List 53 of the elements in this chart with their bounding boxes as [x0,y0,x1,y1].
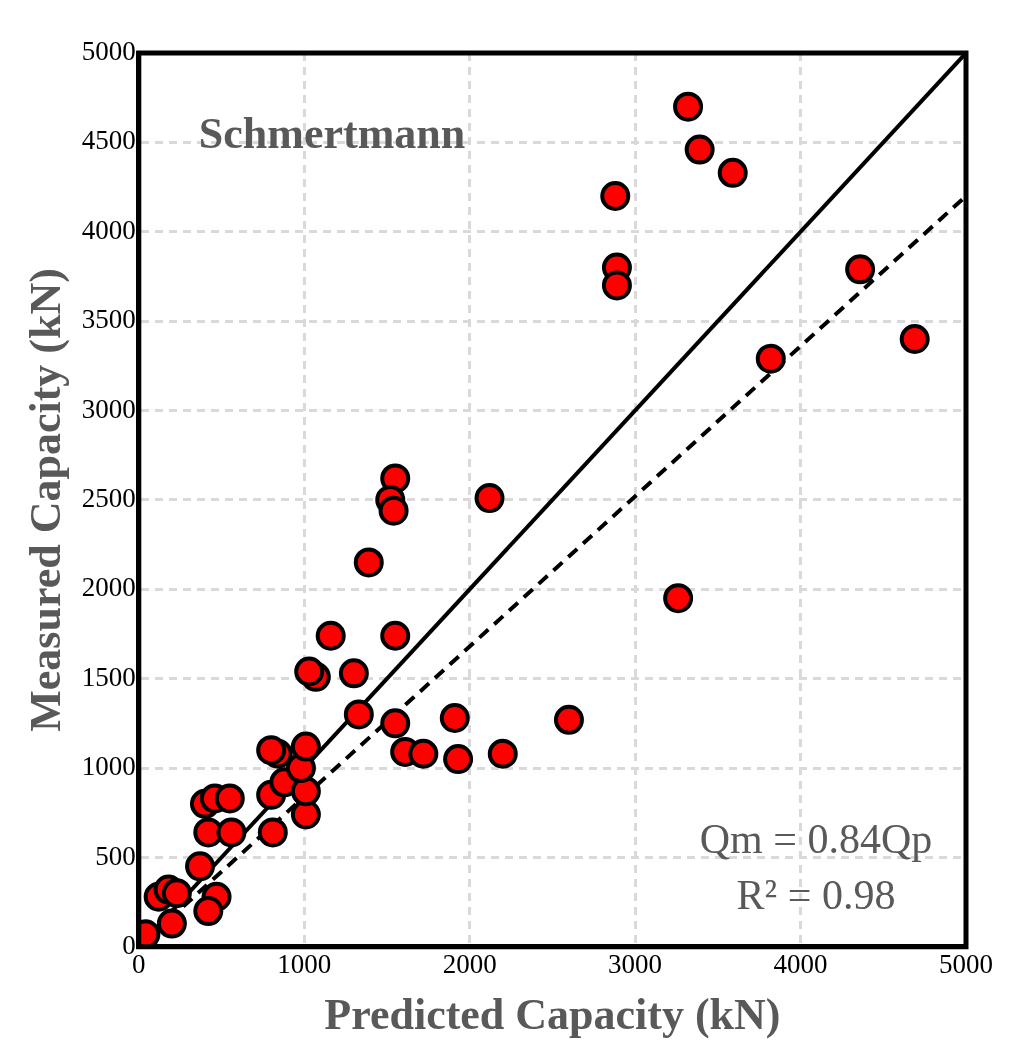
x-tick-label: 3000 [608,949,663,980]
point [408,738,439,769]
y-tick-label: 1500 [81,661,136,692]
point [315,620,346,651]
point [474,483,505,514]
point [380,620,411,651]
point [845,254,876,285]
point [553,704,584,735]
y-tick-label: 5000 [81,36,136,67]
point [290,776,321,807]
point [290,731,321,762]
y-tick-label: 2000 [81,572,136,603]
y-tick-label: 3500 [81,304,136,335]
x-axis-title: Predicted Capacity (kN) [324,989,781,1039]
y-axis-title: Measured Capacity (kN) [20,268,70,732]
point [600,181,631,212]
annotation: R² = 0.98 [736,871,896,918]
point [663,583,694,614]
point [755,343,786,374]
point [193,896,224,927]
point [684,134,715,165]
point [443,744,474,775]
point [338,658,369,689]
point [294,656,325,687]
point [717,157,748,188]
x-tick-label: 4000 [773,949,828,980]
point [343,699,374,730]
point [378,495,409,526]
x-tick-label: 2000 [442,949,497,980]
y-tick-label: 4500 [81,125,136,156]
point [380,708,411,739]
point [256,735,287,766]
point [487,738,518,769]
point [216,817,247,848]
point [214,783,245,814]
point [673,91,704,122]
point [439,702,470,733]
annotation: Schmertmann [198,109,466,159]
point [257,817,288,848]
x-tick-label: 5000 [939,949,993,980]
y-tick-label: 3000 [81,393,136,424]
point [601,270,632,301]
annotation: Qm = 0.84Qp [699,815,933,862]
y-tick-label: 4000 [81,214,136,245]
y-tick-label: 1000 [81,751,136,782]
y-tick-label: 500 [95,840,136,871]
point [185,851,216,882]
y-tick-label: 2500 [81,482,136,513]
point [353,547,384,578]
point [161,878,192,909]
point [899,324,930,355]
point [156,908,187,939]
x-tick-label: 1000 [277,949,332,980]
